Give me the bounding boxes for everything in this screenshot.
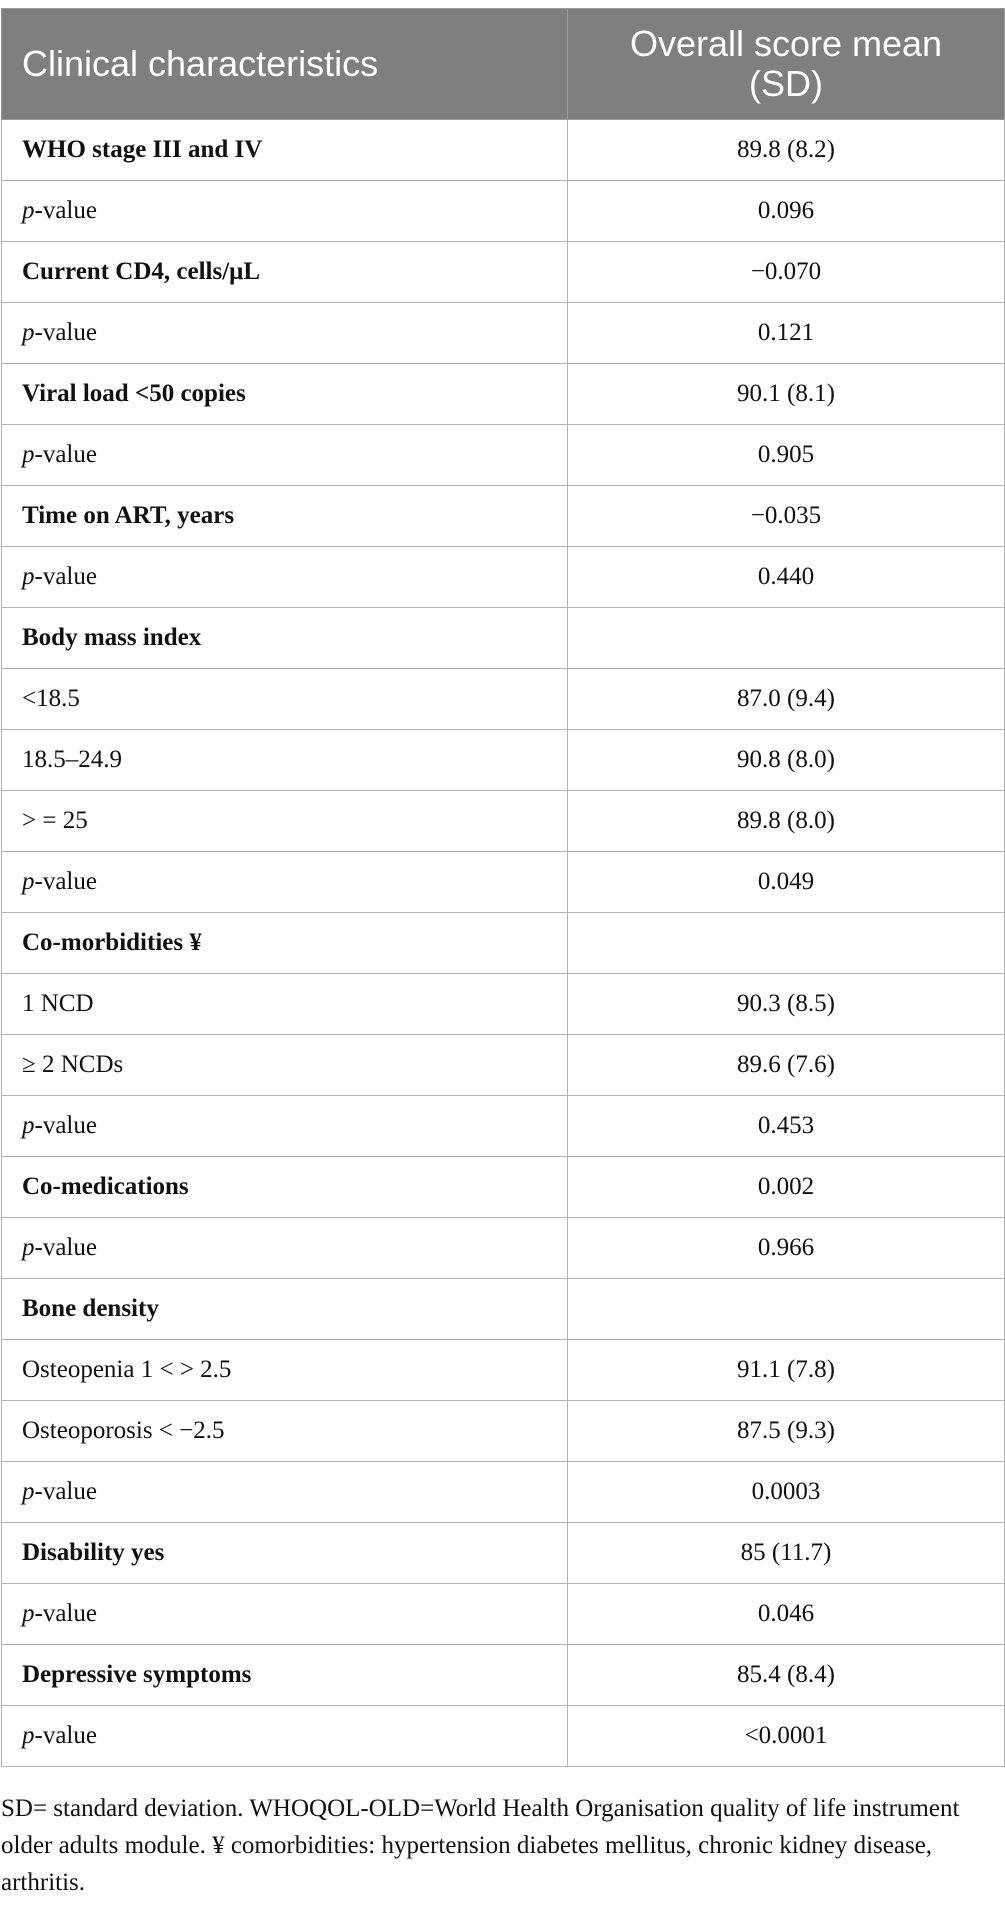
row-value: 89.6 (7.6)	[567, 1034, 1005, 1096]
row-value	[567, 1278, 1005, 1340]
row-label: Bone density	[1, 1278, 568, 1340]
table-row: Body mass index	[1, 607, 1005, 669]
table-row: Co-morbidities ¥	[1, 912, 1005, 974]
table-row: p-value 0.966	[1, 1217, 1005, 1279]
table-row: p-value 0.121	[1, 302, 1005, 364]
row-label: p-value	[1, 1461, 568, 1523]
table-row: Time on ART, years −0.035	[1, 485, 1005, 547]
table-row: Current CD4, cells/μL −0.070	[1, 241, 1005, 303]
row-value: 0.002	[567, 1156, 1005, 1218]
row-value: <0.0001	[567, 1705, 1005, 1767]
row-value: 90.3 (8.5)	[567, 973, 1005, 1035]
table-row: <18.5 87.0 (9.4)	[1, 668, 1005, 730]
row-label: p-value	[1, 1583, 568, 1645]
table-row: WHO stage III and IV 89.8 (8.2)	[1, 119, 1005, 181]
table-row: Co-medications 0.002	[1, 1156, 1005, 1218]
table-row: p-value 0.046	[1, 1583, 1005, 1645]
table-row: p-value 0.0003	[1, 1461, 1005, 1523]
row-label: Current CD4, cells/μL	[1, 241, 568, 303]
row-value: 0.453	[567, 1095, 1005, 1157]
row-value: 85 (11.7)	[567, 1522, 1005, 1584]
row-label: Depressive symptoms	[1, 1644, 568, 1706]
column-header-score: Overall score mean (SD)	[567, 8, 1005, 120]
row-label: Disability yes	[1, 1522, 568, 1584]
row-value: 0.0003	[567, 1461, 1005, 1523]
row-value: −0.070	[567, 241, 1005, 303]
row-label: WHO stage III and IV	[1, 119, 568, 181]
row-label: p-value	[1, 1217, 568, 1279]
row-value: 91.1 (7.8)	[567, 1339, 1005, 1401]
table-row: p-value 0.905	[1, 424, 1005, 486]
row-value: 90.1 (8.1)	[567, 363, 1005, 425]
column-header-characteristics: Clinical characteristics	[1, 8, 568, 120]
table-row: p-value 0.440	[1, 546, 1005, 608]
row-value: 85.4 (8.4)	[567, 1644, 1005, 1706]
row-value	[567, 912, 1005, 974]
row-label: p-value	[1, 1095, 568, 1157]
table-row: Viral load <50 copies 90.1 (8.1)	[1, 363, 1005, 425]
table-row: p-value 0.049	[1, 851, 1005, 913]
table-row: > = 25 89.8 (8.0)	[1, 790, 1005, 852]
table-row: p-value 0.096	[1, 180, 1005, 242]
row-value: 0.096	[567, 180, 1005, 242]
results-table: Clinical characteristics Overall score m…	[1, 8, 1005, 1767]
row-value: 87.5 (9.3)	[567, 1400, 1005, 1462]
row-value: 89.8 (8.0)	[567, 790, 1005, 852]
row-label: Time on ART, years	[1, 485, 568, 547]
table-row: Depressive symptoms 85.4 (8.4)	[1, 1644, 1005, 1706]
table-row: Osteopenia 1 < > 2.5 91.1 (7.8)	[1, 1339, 1005, 1401]
row-value: 0.905	[567, 424, 1005, 486]
row-value: 89.8 (8.2)	[567, 119, 1005, 181]
table-footnote: SD= standard deviation. WHOQOL-OLD=World…	[1, 1795, 960, 1896]
row-label: Body mass index	[1, 607, 568, 669]
table-row: Bone density	[1, 1278, 1005, 1340]
table-row: ≥ 2 NCDs 89.6 (7.6)	[1, 1034, 1005, 1096]
row-value	[567, 607, 1005, 669]
table-row: Osteoporosis < −2.5 87.5 (9.3)	[1, 1400, 1005, 1462]
table-row: p-value <0.0001	[1, 1705, 1005, 1767]
row-value: 0.440	[567, 546, 1005, 608]
row-label: p-value	[1, 851, 568, 913]
row-value: 0.046	[567, 1583, 1005, 1645]
row-value: 0.966	[567, 1217, 1005, 1279]
row-label: Viral load <50 copies	[1, 363, 568, 425]
table-row: Disability yes 85 (11.7)	[1, 1522, 1005, 1584]
row-label: <18.5	[1, 668, 568, 730]
row-value: 0.049	[567, 851, 1005, 913]
row-label: Co-morbidities ¥	[1, 912, 568, 974]
row-label: Co-medications	[1, 1156, 568, 1218]
row-value: 0.121	[567, 302, 1005, 364]
row-label: p-value	[1, 302, 568, 364]
row-label: p-value	[1, 546, 568, 608]
row-label: > = 25	[1, 790, 568, 852]
row-label: p-value	[1, 180, 568, 242]
row-label: p-value	[1, 424, 568, 486]
table-row: p-value 0.453	[1, 1095, 1005, 1157]
table-body: WHO stage III and IV 89.8 (8.2) p-value 0.0…	[1, 119, 1005, 1767]
row-value: 90.8 (8.0)	[567, 729, 1005, 791]
table-header-row: Clinical characteristics Overall score m…	[1, 8, 1005, 120]
row-label: ≥ 2 NCDs	[1, 1034, 568, 1096]
row-value: −0.035	[567, 485, 1005, 547]
row-label: 1 NCD	[1, 973, 568, 1035]
row-label: Osteopenia 1 < > 2.5	[1, 1339, 568, 1401]
table-row: 18.5–24.9 90.8 (8.0)	[1, 729, 1005, 791]
row-label: p-value	[1, 1705, 568, 1767]
table-row: 1 NCD 90.3 (8.5)	[1, 973, 1005, 1035]
row-label: 18.5–24.9	[1, 729, 568, 791]
row-label: Osteoporosis < −2.5	[1, 1400, 568, 1462]
row-value: 87.0 (9.4)	[567, 668, 1005, 730]
